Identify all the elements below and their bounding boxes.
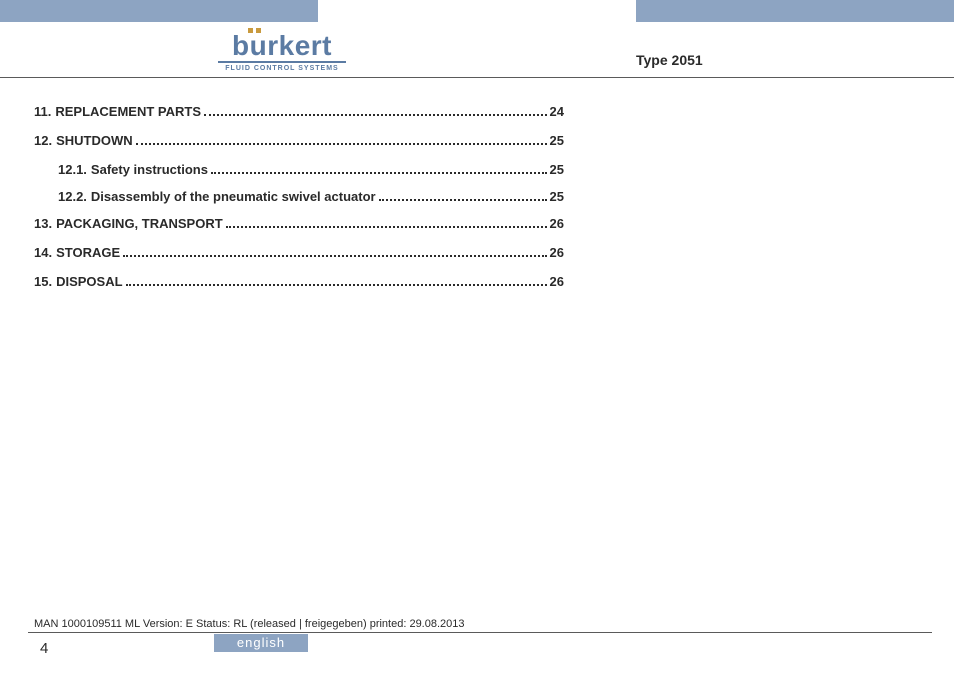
toc-entry-page: 26 [550, 216, 564, 231]
toc-leader-dots [136, 143, 547, 145]
toc-entry-number: 13. [34, 216, 52, 231]
toc-entry[interactable]: 14. STORAGE 26 [34, 245, 564, 260]
toc-entry[interactable]: 12.1. Safety instructions 25 [34, 162, 564, 177]
toc-entry-page: 25 [550, 189, 564, 204]
top-accent-bars [0, 0, 954, 22]
toc-entry-number: 15. [34, 274, 52, 289]
logo-umlaut-dots [248, 28, 261, 33]
toc-leader-dots [379, 199, 547, 201]
toc-entry[interactable]: 12. SHUTDOWN 25 [34, 133, 564, 148]
toc-entry-number: 12.2. [58, 189, 87, 204]
toc-leader-dots [126, 284, 547, 286]
logo-text: burkert [232, 30, 332, 61]
toc-entry-number: 12.1. [58, 162, 87, 177]
toc-entry[interactable]: 13. PACKAGING, TRANSPORT 26 [34, 216, 564, 231]
toc-entry-page: 25 [550, 133, 564, 148]
footer-rule [28, 632, 932, 633]
toc-leader-dots [211, 172, 547, 174]
toc-entry-page: 26 [550, 245, 564, 260]
top-bar-left [0, 0, 318, 22]
footer-metadata: MAN 1000109511 ML Version: E Status: RL … [34, 618, 465, 630]
toc-entry-page: 25 [550, 162, 564, 177]
toc-entry-number: 12. [34, 133, 52, 148]
toc-entry-number: 14. [34, 245, 52, 260]
header: burkert FLUID CONTROL SYSTEMS Type 2051 [0, 22, 954, 78]
toc-entry[interactable]: 15. DISPOSAL 26 [34, 274, 564, 289]
toc-entry-title: DISPOSAL [56, 274, 122, 289]
logo-underline [218, 61, 346, 63]
logo-wordmark: burkert [232, 32, 332, 60]
toc-leader-dots [204, 114, 547, 116]
toc-entry-page: 24 [550, 104, 564, 119]
toc-entry-title: STORAGE [56, 245, 120, 260]
top-bar-right [636, 0, 954, 22]
toc-entry-title: SHUTDOWN [56, 133, 133, 148]
toc-entry-page: 26 [550, 274, 564, 289]
toc-entry-title: Safety instructions [91, 162, 208, 177]
toc-entry[interactable]: 12.2. Disassembly of the pneumatic swivel… [34, 189, 564, 204]
toc-entry[interactable]: 11. REPLACEMENT PARTS 24 [34, 104, 564, 119]
toc-leader-dots [123, 255, 546, 257]
language-badge: english [214, 634, 308, 652]
document-type: Type 2051 [636, 52, 703, 68]
toc-entry-number: 11. [34, 104, 51, 119]
toc-entry-title: Disassembly of the pneumatic swivel actu… [91, 189, 376, 204]
logo-tagline: FLUID CONTROL SYSTEMS [225, 65, 338, 72]
table-of-contents: 11.REPLACEMENT PARTS2412.SHUTDOWN2512.1.… [34, 104, 564, 303]
toc-entry-title: PACKAGING, TRANSPORT [56, 216, 223, 231]
burkert-logo: burkert FLUID CONTROL SYSTEMS [218, 32, 346, 72]
toc-entry-title: REPLACEMENT PARTS [55, 104, 201, 119]
toc-leader-dots [226, 226, 547, 228]
page-number: 4 [40, 640, 48, 657]
